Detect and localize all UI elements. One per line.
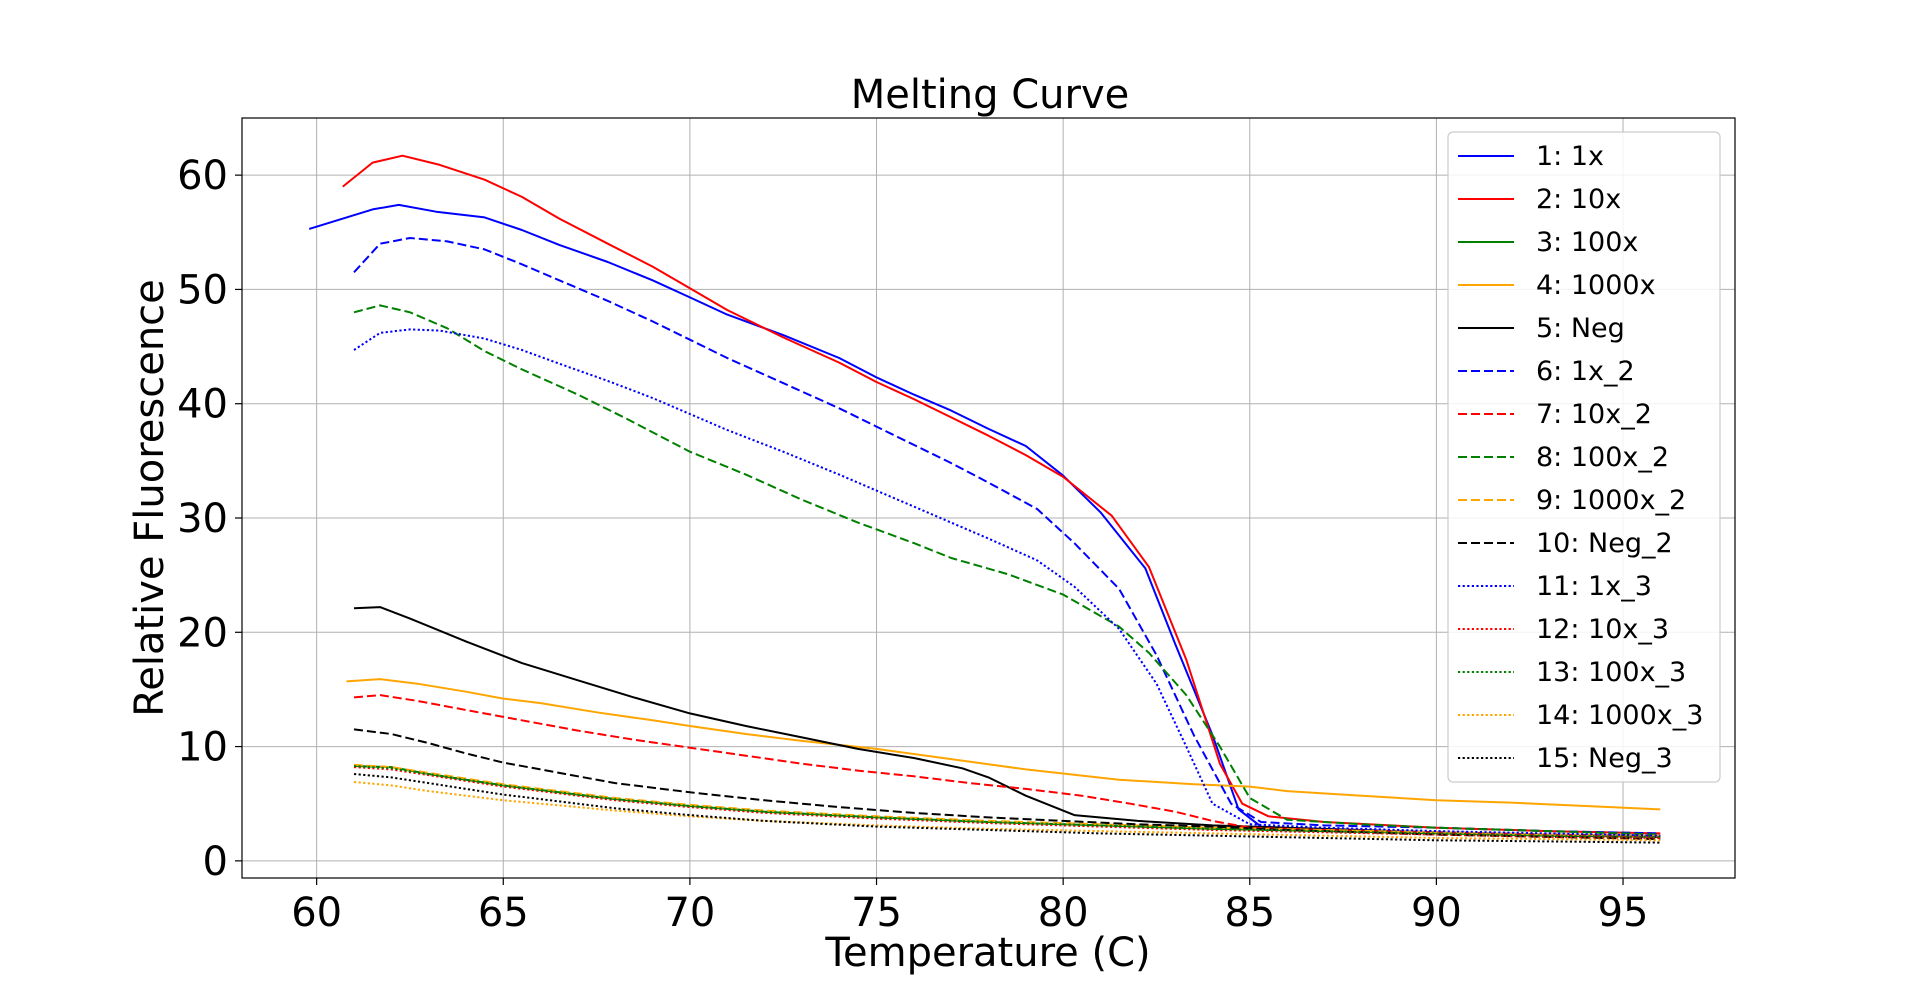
legend-label: 10: Neg_2 [1536, 528, 1673, 559]
legend-label: 8: 100x_2 [1536, 442, 1669, 473]
legend-label: 13: 100x_3 [1536, 657, 1686, 688]
x-tick-label: 95 [1598, 890, 1649, 936]
legend-label: 4: 1000x [1536, 270, 1656, 301]
legend-label: 14: 1000x_3 [1536, 700, 1703, 731]
y-tick-label: 40 [177, 382, 228, 428]
y-tick-label: 60 [177, 153, 228, 199]
y-tick-label: 30 [177, 496, 228, 542]
chart-title: Melting Curve [851, 72, 1130, 118]
series-line-6 [353, 237, 1661, 835]
legend-label: 12: 10x_3 [1536, 614, 1669, 645]
x-tick-label: 85 [1224, 890, 1275, 936]
series-line-5 [353, 606, 1661, 838]
series-line-14 [353, 781, 1661, 842]
legend-label: 2: 10x [1536, 184, 1621, 215]
x-tick-label: 75 [851, 890, 902, 936]
series-line-13 [353, 765, 1661, 838]
y-tick-label: 50 [177, 267, 228, 313]
y-tick-label: 20 [177, 610, 228, 656]
legend-label: 5: Neg [1536, 313, 1625, 344]
y-tick-label: 10 [177, 725, 228, 771]
legend-label: 11: 1x_3 [1536, 571, 1652, 602]
y-axis-ticks: 0 10 20 30 40 50 60 [177, 153, 242, 885]
legend-label: 7: 10x_2 [1536, 399, 1652, 430]
x-tick-label: 60 [291, 890, 342, 936]
legend: 1: 1x 2: 10x 3: 100x 4: 1000x 5: Neg 6: 1x_2 7… [1447, 131, 1721, 783]
legend-label: 9: 1000x_2 [1536, 485, 1686, 516]
x-tick-label: 70 [664, 890, 715, 936]
legend-label: 3: 100x [1536, 227, 1638, 258]
legend-label: 1: 1x [1536, 141, 1604, 172]
x-tick-label: 65 [478, 890, 529, 936]
series-line-9 [353, 763, 1661, 837]
x-axis-label: Temperature (C) [824, 930, 1150, 976]
x-tick-label: 80 [1038, 890, 1089, 936]
series-line-15 [353, 773, 1661, 844]
series-line-2 [342, 154, 1661, 835]
legend-label: 6: 1x_2 [1536, 356, 1635, 387]
series-line-8 [353, 304, 1661, 836]
x-tick-label: 90 [1411, 890, 1462, 936]
series-lines [308, 154, 1661, 844]
series-line-11 [353, 328, 1661, 837]
legend-box [1447, 131, 1721, 783]
y-tick-label: 0 [203, 839, 228, 885]
y-axis-label: Relative Fluorescence [127, 279, 173, 717]
legend-label: 15: Neg_3 [1536, 743, 1673, 774]
plot-frame [241, 117, 1736, 879]
series-line-1 [308, 203, 1661, 837]
x-axis-ticks: 60 65 70 75 80 85 90 95 [291, 878, 1648, 936]
series-line-4 [346, 678, 1661, 811]
series-line-12 [353, 766, 1661, 839]
